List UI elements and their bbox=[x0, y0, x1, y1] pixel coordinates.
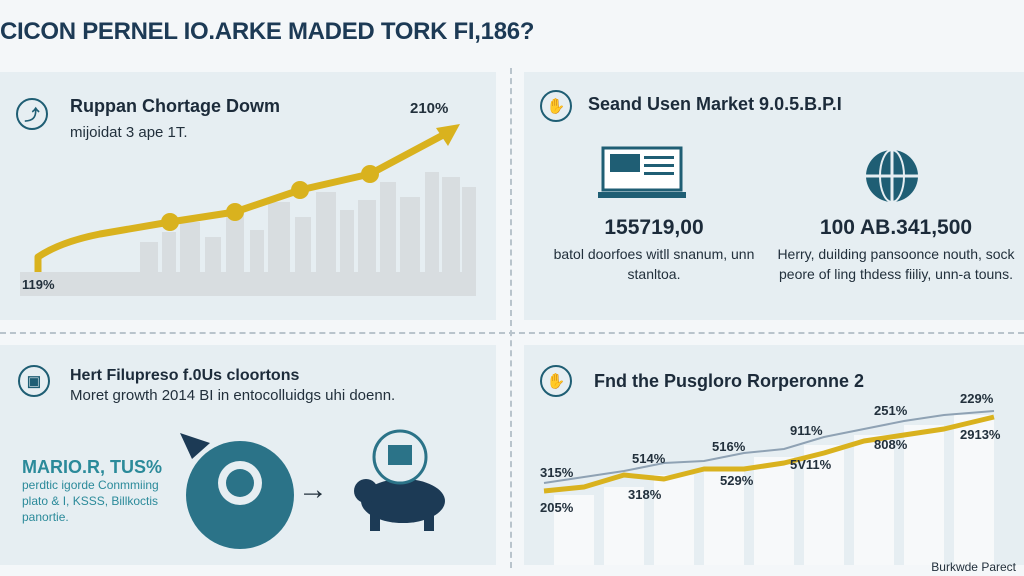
growth-arrowhead bbox=[436, 124, 460, 146]
desc-right: Herry, duilding pansoonce nouth, sock pe… bbox=[777, 246, 1015, 282]
value-label: 911% bbox=[790, 423, 823, 438]
value-label: 808% bbox=[874, 437, 908, 452]
growth-point bbox=[161, 213, 179, 231]
value-label: 514% bbox=[632, 451, 666, 466]
bottom-value-label: 119% bbox=[22, 277, 55, 292]
growth-point bbox=[226, 203, 244, 221]
laptop-icon bbox=[598, 146, 686, 198]
value-label: 2913% bbox=[960, 427, 1001, 442]
hand-icon: ✋ bbox=[540, 365, 572, 397]
globe-icon bbox=[866, 149, 918, 203]
growth-line bbox=[34, 130, 447, 272]
value-label: 251% bbox=[874, 403, 908, 418]
series-line-b bbox=[543, 414, 995, 494]
value-label: 229% bbox=[960, 391, 994, 406]
gear-icon bbox=[180, 433, 294, 549]
series-line-a bbox=[543, 410, 995, 484]
growth-panel: ⤴ Ruppan Chortage Dowm mijoidat 3 ape 1T… bbox=[0, 72, 496, 320]
chart-bars bbox=[554, 415, 994, 565]
market-panel: ✋ Seand Usen Market 9.0.5.B.P.I 155719,0… bbox=[524, 72, 1024, 320]
panel-heading: Fnd the Pusgloro Rorperonne 2 bbox=[594, 371, 865, 391]
desc-left: batol doorfoes witll snanum, unn stanlto… bbox=[553, 246, 755, 282]
stat-right: 100 AB.341,500 bbox=[819, 216, 973, 239]
performance-chart bbox=[543, 410, 995, 565]
value-label: 205% bbox=[540, 500, 574, 515]
stat-desc: perdtic igorde Conmmiing plato & I, KSSS… bbox=[22, 478, 159, 524]
horizontal-divider bbox=[0, 332, 1024, 334]
growth-point bbox=[291, 181, 309, 199]
performance-panel: ✋ Fnd the Pusgloro Rorperonne 2 315% 205… bbox=[524, 345, 1024, 565]
vertical-divider bbox=[510, 68, 512, 568]
top-value-label: 210% bbox=[410, 100, 449, 117]
growth-point bbox=[361, 165, 379, 183]
footer-credit: Burkwde Parect bbox=[931, 560, 1016, 574]
value-label: 318% bbox=[628, 487, 662, 502]
arrow-label: → bbox=[298, 473, 328, 506]
panel-subtitle: Moret growth 2014 BI in entocolluidgs uh… bbox=[70, 387, 396, 404]
panel-subtitle: mijoidat 3 ape 1T. bbox=[70, 124, 188, 141]
value-label: 315% bbox=[540, 465, 574, 480]
value-label: 5V11% bbox=[790, 457, 832, 472]
page-title: CICON PERNEL IO.ARKE MADED TORK FI,186? bbox=[0, 18, 535, 45]
value-bar bbox=[20, 272, 476, 296]
bull-icon bbox=[354, 429, 445, 531]
panel-heading: Seand Usen Market 9.0.5.B.P.I bbox=[588, 94, 842, 114]
panel-heading: Ruppan Chortage Dowm bbox=[70, 96, 280, 116]
hand-icon: ✋ bbox=[540, 90, 572, 122]
city-skyline bbox=[140, 172, 476, 272]
stat-value: MARIO.R, TUS% bbox=[22, 457, 163, 477]
value-label: 516% bbox=[712, 439, 746, 454]
growth-icon: ⤴ bbox=[16, 98, 48, 130]
stat-left: 155719,00 bbox=[604, 216, 704, 239]
value-label: 529% bbox=[720, 473, 754, 488]
growth-chart bbox=[20, 124, 476, 296]
growth-detail-panel: ▣ Hert Filupreso f.0Us cloortons Moret g… bbox=[0, 345, 496, 565]
box-icon: ▣ bbox=[18, 365, 50, 397]
panel-heading: Hert Filupreso f.0Us cloortons bbox=[70, 367, 300, 384]
